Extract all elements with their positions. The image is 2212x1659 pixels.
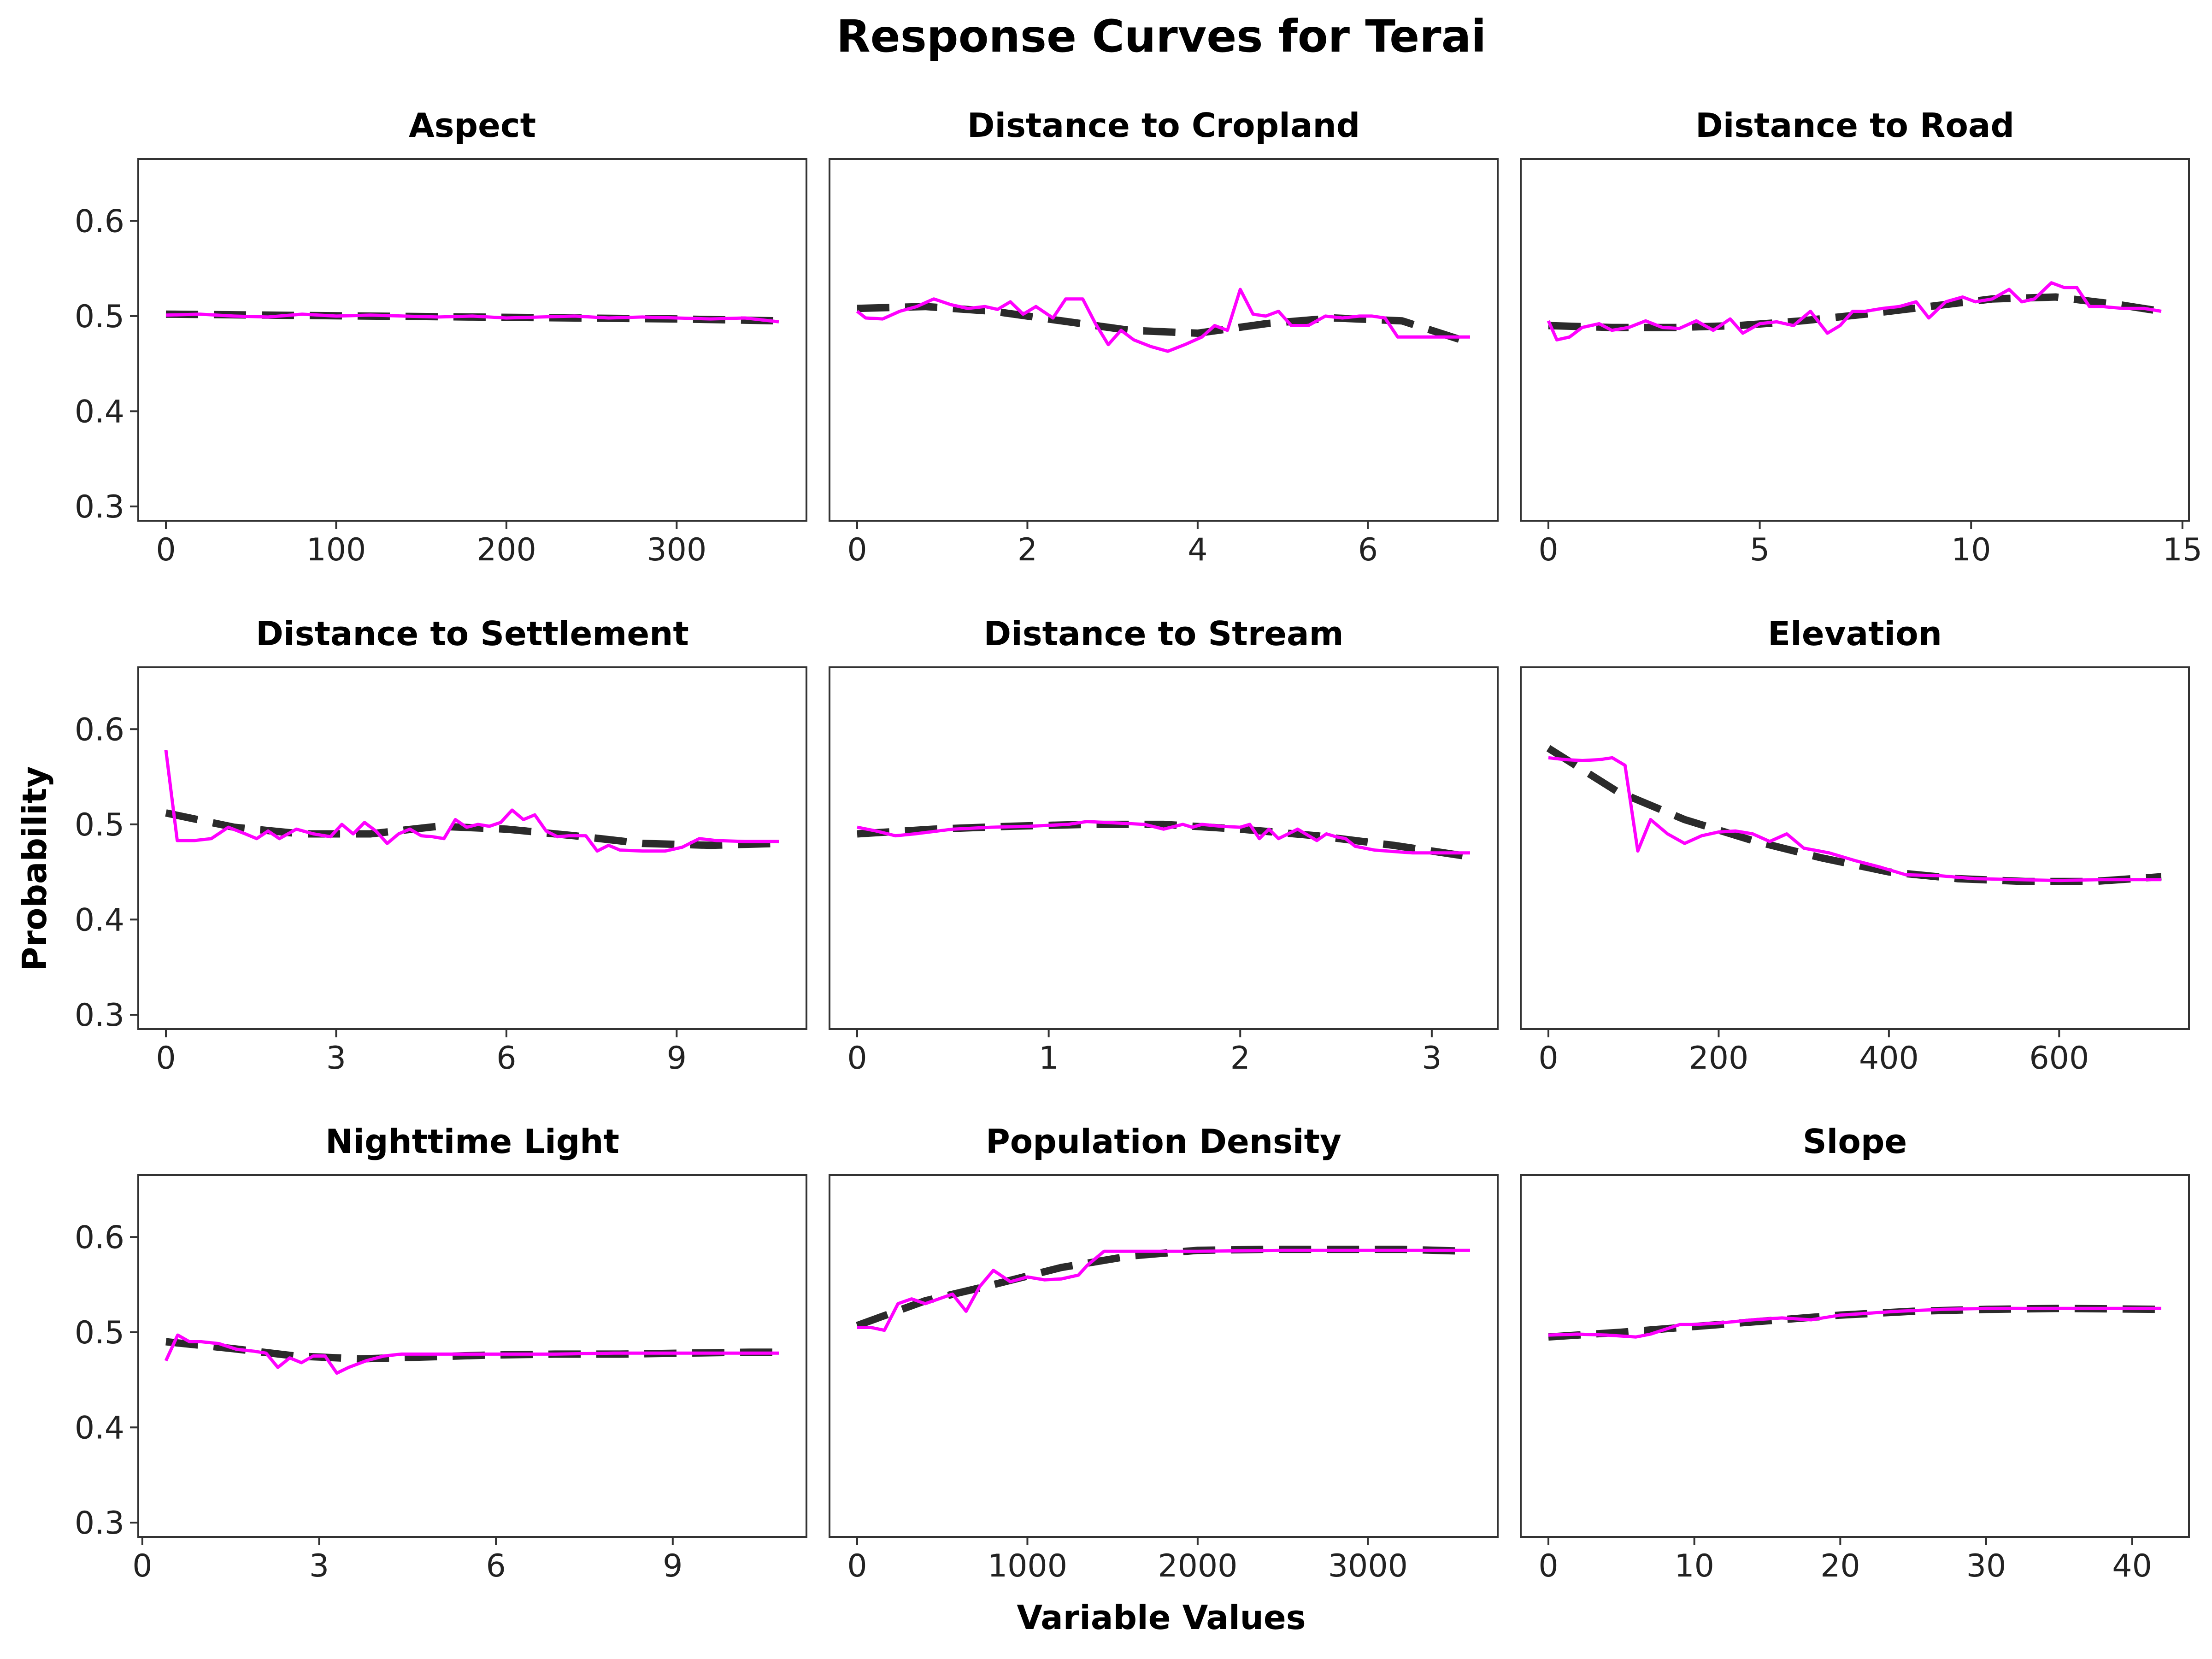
panel-frame [137, 158, 807, 522]
x-tick-label: 0 [156, 532, 176, 568]
x-tick-label: 3 [1422, 1040, 1441, 1077]
x-tick-label: 3 [326, 1040, 346, 1077]
panel-2: Distance to Cropland 0 2 4 6 [829, 106, 1499, 568]
x-tick-label: 0 [847, 1548, 867, 1584]
response-curve [1548, 1306, 2161, 1339]
panel-title: Distance to Stream [983, 614, 1343, 653]
x-axis-label: Variable Values [1017, 1598, 1306, 1637]
x-tick-label: 0 [1538, 1548, 1558, 1584]
response-curve [165, 312, 779, 324]
x-tick-label: 10 [1951, 532, 1991, 568]
x-tick-label: 0 [847, 1040, 867, 1077]
x-tick-label: 5 [1750, 532, 1770, 568]
x-tick-label: 2 [1018, 532, 1037, 568]
x-tick-label: 3 [309, 1548, 329, 1584]
response-curve [164, 750, 779, 853]
panel-frame [829, 666, 1499, 1030]
panel-title: Nighttime Light [325, 1122, 619, 1161]
panel-title: Aspect [409, 106, 536, 145]
x-tick-label: 400 [1859, 1040, 1919, 1077]
y-tick-label: 0.6 [75, 712, 124, 748]
fitted-curve-dashed [856, 1246, 1471, 1329]
panel-title: Population Density [986, 1122, 1341, 1161]
y-tick-label: 0.5 [75, 1315, 124, 1351]
x-tick-label: 15 [2163, 532, 2203, 568]
panel-frame [1520, 158, 2190, 522]
x-tick-label: 1 [1039, 1040, 1059, 1077]
panel-5: Distance to Stream 0 1 2 3 [829, 614, 1499, 1077]
x-tick-label: 600 [2029, 1040, 2089, 1077]
y-tick-label: 0.4 [75, 394, 124, 430]
panel-8: Population Density 0 1000 2000 3000 [829, 1122, 1499, 1584]
x-tick-label: 200 [1689, 1040, 1749, 1077]
panel-title: Distance to Road [1695, 106, 2014, 145]
figure-title: Response Curves for Terai [836, 11, 1487, 62]
response-curve [857, 820, 1470, 855]
panel-frame [829, 1174, 1499, 1538]
x-tick-label: 6 [1358, 532, 1378, 568]
panel-title: Distance to Settlement [256, 614, 689, 653]
panel-title: Slope [1803, 1122, 1907, 1161]
response-curve [856, 288, 1470, 353]
fitted-curve-dashed [1548, 293, 2162, 331]
x-tick-label: 0 [132, 1548, 152, 1584]
x-tick-label: 2000 [1158, 1548, 1237, 1584]
y-tick-label: 0.3 [75, 1505, 124, 1541]
x-tick-label: 100 [306, 532, 366, 568]
response-curve [1548, 756, 2161, 882]
y-tick-label: 0.4 [75, 902, 124, 938]
x-tick-label: 6 [486, 1548, 506, 1584]
x-tick-label: 6 [496, 1040, 516, 1077]
panel-frame [1520, 1174, 2190, 1538]
panel-9: Slope 0 10 20 30 40 [1520, 1122, 2190, 1584]
panel-title: Distance to Cropland [967, 106, 1360, 145]
panel-6: Elevation 0 200 400 600 [1520, 614, 2190, 1077]
x-tick-label: 0 [156, 1040, 176, 1077]
x-tick-label: 0 [847, 532, 867, 568]
x-tick-label: 300 [647, 532, 706, 568]
panel-7: Nighttime Light 0.3 0.4 0.5 0.6 0 3 6 9 [75, 1122, 807, 1584]
response-curve [164, 1333, 779, 1375]
fitted-curve-dashed [857, 303, 1471, 347]
response-curve [857, 1248, 1470, 1332]
y-tick-label: 0.5 [75, 299, 124, 335]
x-tick-label: 3000 [1328, 1548, 1408, 1584]
x-tick-label: 200 [477, 532, 536, 568]
y-tick-label: 0.4 [75, 1410, 124, 1446]
y-axis-label: Probability [15, 766, 54, 971]
response-curve [1547, 281, 2162, 341]
y-tick-label: 0.3 [75, 997, 124, 1034]
panel-4: Distance to Settlement 0.3 0.4 0.5 0.6 0 3 6 9 [75, 614, 807, 1077]
panel-3: Distance to Road 0 5 10 15 [1520, 106, 2203, 568]
y-tick-label: 0.3 [75, 489, 124, 525]
x-tick-label: 2 [1230, 1040, 1250, 1077]
x-tick-label: 40 [2112, 1548, 2152, 1584]
x-tick-label: 4 [1188, 532, 1207, 568]
panel-1: Aspect 0.3 0.4 0.5 0.6 0 100 200 300 [75, 106, 807, 568]
x-tick-label: 1000 [988, 1548, 1067, 1584]
panel-frame [1520, 666, 2190, 1030]
x-tick-label: 30 [1966, 1548, 2006, 1584]
y-tick-label: 0.6 [75, 203, 124, 240]
x-tick-label: 20 [1820, 1548, 1860, 1584]
panel-frame [829, 158, 1499, 522]
x-tick-label: 0 [1538, 1040, 1558, 1077]
x-tick-label: 0 [1538, 532, 1558, 568]
y-tick-label: 0.5 [75, 807, 124, 843]
x-tick-label: 9 [667, 1040, 687, 1077]
x-tick-label: 10 [1674, 1548, 1714, 1584]
x-tick-label: 9 [663, 1548, 682, 1584]
y-tick-label: 0.6 [75, 1219, 124, 1256]
panel-title: Elevation [1768, 614, 1942, 653]
